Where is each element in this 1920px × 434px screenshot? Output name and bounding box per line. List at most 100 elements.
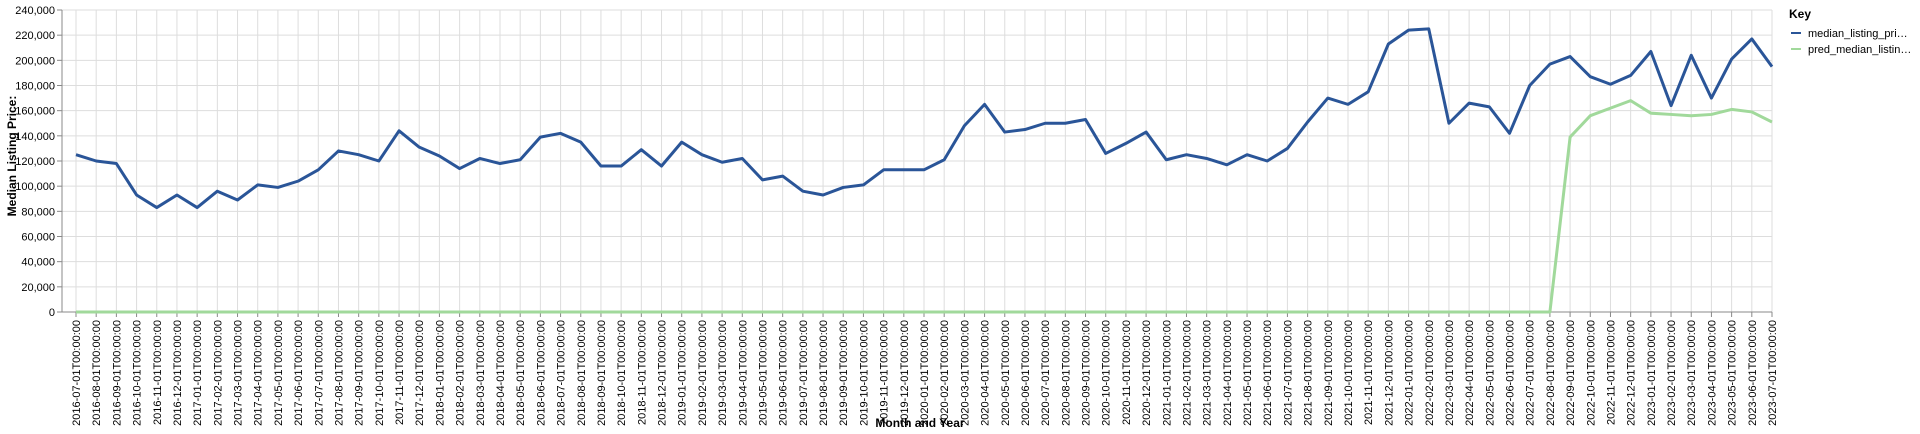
x-tick-label: 2022-11-01T00:00:00 bbox=[1605, 320, 1617, 425]
x-tick-label: 2019-04-01T00:00:00 bbox=[737, 320, 749, 426]
x-tick-label: 2022-07-01T00:00:00 bbox=[1525, 320, 1537, 426]
x-tick-label: 2019-12-01T00:00:00 bbox=[899, 320, 911, 426]
x-tick-label: 2023-04-01T00:00:00 bbox=[1706, 320, 1718, 426]
x-tick-label: 2021-10-01T00:00:00 bbox=[1343, 320, 1355, 426]
y-tick-label: 20,000 bbox=[21, 282, 55, 294]
x-tick-label: 2023-03-01T00:00:00 bbox=[1686, 320, 1698, 426]
x-tick-label: 2018-01-01T00:00:00 bbox=[434, 320, 446, 426]
x-tick-label: 2022-02-01T00:00:00 bbox=[1424, 320, 1436, 426]
x-tick-label: 2022-08-01T00:00:00 bbox=[1545, 320, 1557, 426]
x-tick-label: 2022-03-01T00:00:00 bbox=[1444, 320, 1456, 426]
x-tick-label: 2017-12-01T00:00:00 bbox=[414, 320, 426, 426]
series-lines bbox=[75, 27, 1774, 314]
legend-title: Key bbox=[1789, 7, 1811, 21]
x-tick-label: 2018-03-01T00:00:00 bbox=[475, 320, 487, 426]
y-tick-label: 160,000 bbox=[15, 106, 55, 118]
x-tick-label: 2021-06-01T00:00:00 bbox=[1262, 320, 1274, 426]
y-tick-label: 240,000 bbox=[15, 5, 55, 17]
x-tick-label: 2020-02-01T00:00:00 bbox=[939, 320, 951, 426]
x-tick-label: 2019-01-01T00:00:00 bbox=[677, 320, 689, 426]
y-tick-label: 100,000 bbox=[15, 181, 55, 193]
x-tick-label: 2019-03-01T00:00:00 bbox=[717, 320, 729, 426]
x-tick-label: 2022-04-01T00:00:00 bbox=[1464, 320, 1476, 426]
x-tick-label: 2017-01-01T00:00:00 bbox=[192, 320, 204, 426]
x-tick-label: 2017-04-01T00:00:00 bbox=[253, 320, 265, 426]
y-tick-label: 180,000 bbox=[15, 81, 55, 93]
x-tick-label: 2017-11-01T00:00:00 bbox=[394, 320, 406, 425]
x-tick-label: 2019-09-01T00:00:00 bbox=[838, 320, 850, 426]
x-tick-label: 2023-05-01T00:00:00 bbox=[1727, 320, 1739, 426]
x-tick-label: 2017-05-01T00:00:00 bbox=[273, 320, 285, 426]
axes: 0 20,000 40,000 60,000 80,000 100,000 120,000 1… bbox=[15, 5, 1779, 426]
x-tick-label: 2017-10-01T00:00:00 bbox=[374, 320, 386, 426]
gridlines bbox=[62, 9, 1773, 313]
x-tick-label: 2020-01-01T00:00:00 bbox=[919, 320, 931, 426]
x-tick-label: 2018-09-01T00:00:00 bbox=[596, 320, 608, 426]
y-tick-label: 220,000 bbox=[15, 30, 55, 42]
x-tick-label: 2022-05-01T00:00:00 bbox=[1484, 320, 1496, 426]
x-tick-label: 2021-12-01T00:00:00 bbox=[1383, 320, 1395, 426]
x-tick-label: 2020-12-01T00:00:00 bbox=[1141, 320, 1153, 426]
x-tick-label: 2017-03-01T00:00:00 bbox=[233, 320, 245, 426]
x-tick-label: 2021-05-01T00:00:00 bbox=[1242, 320, 1254, 426]
x-tick-label: 2021-04-01T00:00:00 bbox=[1222, 320, 1234, 426]
x-tick-label: 2019-11-01T00:00:00 bbox=[879, 320, 891, 425]
x-tick-label: 2016-11-01T00:00:00 bbox=[152, 320, 164, 425]
x-tick-label: 2020-11-01T00:00:00 bbox=[1121, 320, 1133, 425]
x-tick-label: 2020-05-01T00:00:00 bbox=[1000, 320, 1012, 426]
x-tick-label: 2019-06-01T00:00:00 bbox=[778, 320, 790, 426]
x-tick-label: 2016-07-01T00:00:00 bbox=[71, 320, 83, 426]
y-tick-label: 0 bbox=[49, 307, 55, 319]
series-line-0 bbox=[75, 27, 1774, 210]
y-tick-label: 80,000 bbox=[21, 206, 55, 218]
legend: Key median_listing_pri… pred_median_listi… bbox=[1789, 7, 1911, 56]
x-tick-label: 2018-05-01T00:00:00 bbox=[515, 320, 527, 426]
x-tick-label: 2020-07-01T00:00:00 bbox=[1040, 320, 1052, 426]
x-tick-label: 2021-11-01T00:00:00 bbox=[1363, 320, 1375, 425]
x-tick-label: 2016-10-01T00:00:00 bbox=[132, 320, 144, 426]
x-tick-label: 2021-07-01T00:00:00 bbox=[1282, 320, 1294, 426]
x-tick-label: 2023-06-01T00:00:00 bbox=[1747, 320, 1759, 426]
y-tick-label: 200,000 bbox=[15, 55, 55, 67]
x-tick-label: 2018-10-01T00:00:00 bbox=[616, 320, 628, 426]
x-tick-label: 2018-02-01T00:00:00 bbox=[455, 320, 467, 426]
x-tick-label: 2017-07-01T00:00:00 bbox=[313, 320, 325, 426]
x-tick-label: 2019-10-01T00:00:00 bbox=[858, 320, 870, 426]
legend-items: median_listing_pri… pred_median_listin… bbox=[1791, 28, 1911, 56]
x-tick-label: 2016-08-01T00:00:00 bbox=[91, 320, 103, 426]
x-tick-label: 2021-02-01T00:00:00 bbox=[1181, 320, 1193, 426]
x-tick-label: 2020-04-01T00:00:00 bbox=[980, 320, 992, 426]
y-axis-title: Median Listing Price: bbox=[5, 96, 19, 217]
x-tick-label: 2018-07-01T00:00:00 bbox=[556, 320, 568, 426]
x-tick-label: 2022-09-01T00:00:00 bbox=[1565, 320, 1577, 426]
x-tick-label: 2021-01-01T00:00:00 bbox=[1161, 320, 1173, 426]
x-tick-label: 2021-08-01T00:00:00 bbox=[1303, 320, 1315, 426]
x-tick-label: 2020-06-01T00:00:00 bbox=[1020, 320, 1032, 426]
x-tick-label: 2016-12-01T00:00:00 bbox=[172, 320, 184, 426]
y-tick-label: 120,000 bbox=[15, 156, 55, 168]
x-tick-label: 2022-12-01T00:00:00 bbox=[1626, 320, 1638, 426]
x-tick-label: 2020-09-01T00:00:00 bbox=[1081, 320, 1093, 426]
x-tick-label: 2022-06-01T00:00:00 bbox=[1505, 320, 1517, 426]
x-tick-label: 2021-03-01T00:00:00 bbox=[1202, 320, 1214, 426]
x-tick-label: 2018-12-01T00:00:00 bbox=[657, 320, 669, 426]
x-tick-label: 2023-07-01T00:00:00 bbox=[1767, 320, 1779, 426]
x-tick-label: 2022-10-01T00:00:00 bbox=[1585, 320, 1597, 426]
x-tick-label: 2020-10-01T00:00:00 bbox=[1101, 320, 1113, 426]
x-tick-label: 2017-06-01T00:00:00 bbox=[293, 320, 305, 426]
x-tick-label: 2019-02-01T00:00:00 bbox=[697, 320, 709, 426]
x-tick-label: 2019-07-01T00:00:00 bbox=[798, 320, 810, 426]
x-tick-label: 2017-09-01T00:00:00 bbox=[354, 320, 366, 426]
x-axis-title: Month and Year bbox=[875, 416, 964, 430]
legend-label: median_listing_pri… bbox=[1808, 28, 1908, 40]
x-tick-label: 2023-02-01T00:00:00 bbox=[1666, 320, 1678, 426]
x-tick-label: 2018-06-01T00:00:00 bbox=[535, 320, 547, 426]
x-tick-label: 2017-02-01T00:00:00 bbox=[212, 320, 224, 426]
y-tick-label: 140,000 bbox=[15, 131, 55, 143]
x-tick-label: 2018-11-01T00:00:00 bbox=[636, 320, 648, 425]
x-tick-label: 2017-08-01T00:00:00 bbox=[333, 320, 345, 426]
x-tick-label: 2020-08-01T00:00:00 bbox=[1060, 320, 1072, 426]
x-tick-label: 2019-05-01T00:00:00 bbox=[757, 320, 769, 426]
